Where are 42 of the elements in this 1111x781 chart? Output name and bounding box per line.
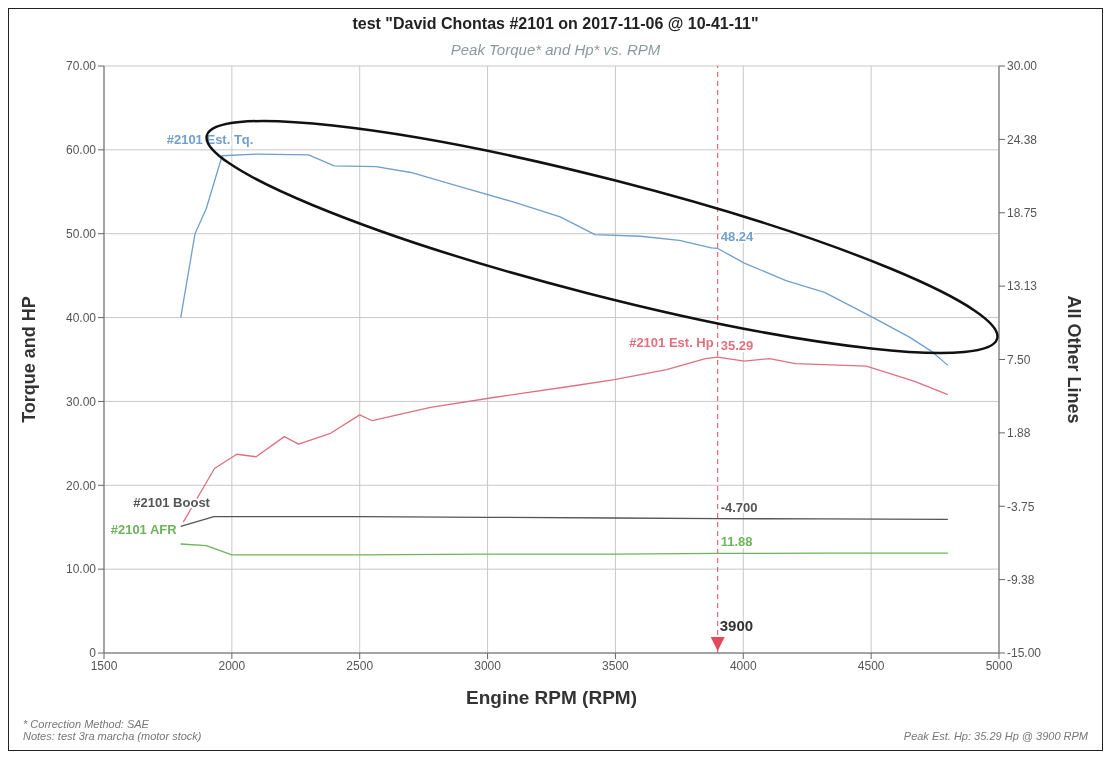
y2-tick-label: 7.50 (1007, 352, 1031, 367)
x-tick-label: 3000 (474, 658, 502, 673)
data-label: 11.88 (720, 534, 753, 550)
x-tick-label: 4000 (729, 658, 757, 673)
x-tick-label: 2000 (218, 658, 246, 673)
series-label: #2101 Est. Hp (629, 335, 714, 351)
x-axis-title: Engine RPM (RPM) (466, 687, 637, 708)
y-tick-label: 50.00 (65, 226, 97, 241)
y-tick-label: 10.00 (65, 562, 97, 577)
x-tick-label: 2500 (346, 658, 374, 673)
y2-tick-label: -3.75 (1007, 499, 1035, 514)
x-tick-label: 1500 (90, 658, 118, 673)
y2-tick-label: 1.88 (1007, 426, 1031, 441)
y2-axis-title: All Other Lines (1063, 295, 1084, 424)
text: Notes: test 3ra marcha (motor stock) (23, 730, 202, 742)
y-tick-label: 70.00 (65, 59, 97, 74)
ref-line-label: 3900 (719, 617, 754, 634)
chart-subtitle: Peak Torque* and Hp* vs. RPM (449, 41, 662, 58)
y2-tick-label: 18.75 (1007, 206, 1038, 221)
x-tick-label: 5000 (985, 658, 1013, 673)
x-tick-label: 3500 (602, 658, 630, 673)
text: Peak Est. Hp: 35.29 Hp @ 3900 RPM (903, 730, 1088, 742)
y2-tick-label: -15.00 (1007, 646, 1042, 661)
line-series (180, 153, 949, 367)
y-tick-label: 20.00 (65, 478, 97, 493)
data-label: 48.24 (720, 229, 755, 245)
series-label: #2101 AFR (110, 521, 178, 537)
data-label: 35.29 (720, 338, 754, 354)
x-tick-label: 4500 (857, 658, 885, 673)
y-tick-label: 0 (89, 646, 97, 661)
data-label: -4.700 (720, 499, 758, 515)
y2-tick-label: 13.13 (1007, 279, 1038, 294)
y2-tick-label: 30.00 (1007, 59, 1038, 74)
chart-title: test "David Chontas #2101 on 2017-11-06 @ 10-41-11" (351, 15, 760, 33)
text: * Correction Method: SAE (23, 718, 150, 730)
line-series (180, 516, 949, 528)
y-tick-label: 60.00 (65, 143, 97, 158)
y-tick-label: 30.00 (65, 394, 97, 409)
y-axis-title: Torque and HP (19, 296, 40, 423)
y2-tick-label: 24.38 (1007, 132, 1038, 147)
y2-tick-label: -9.38 (1007, 572, 1035, 587)
y-tick-label: 40.00 (65, 310, 97, 325)
